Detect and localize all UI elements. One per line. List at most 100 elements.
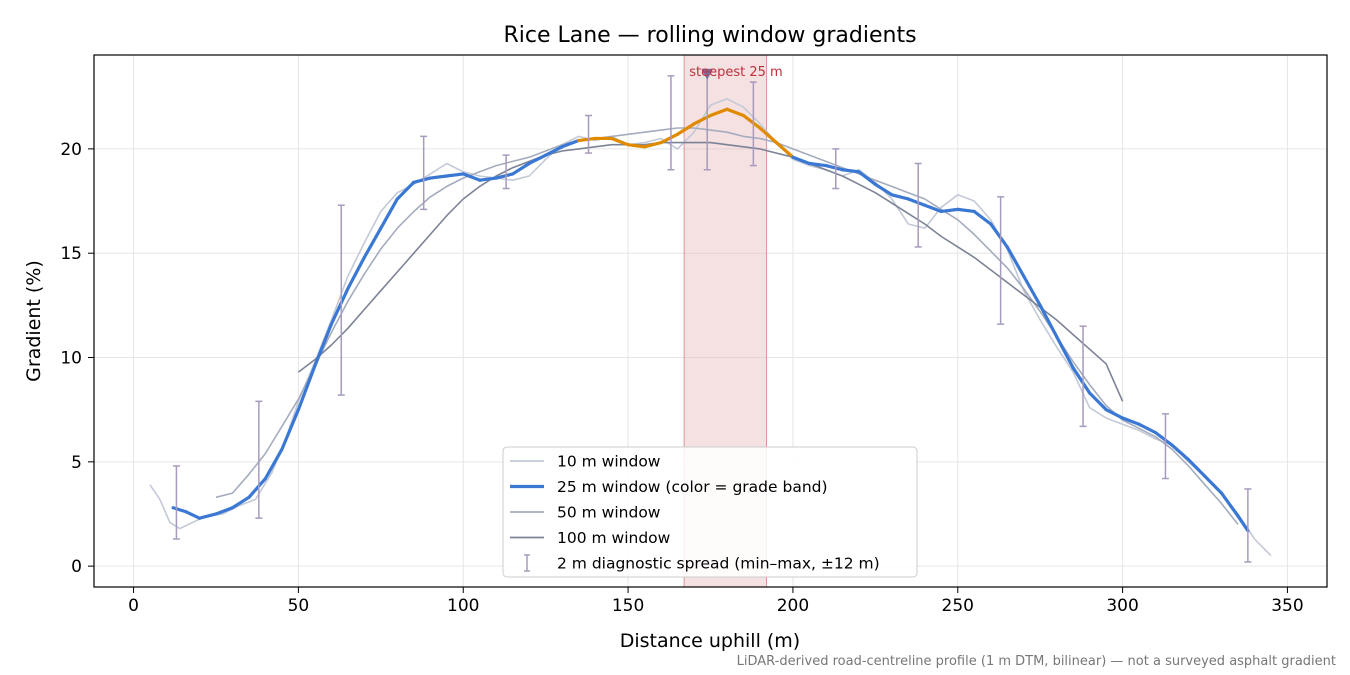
series-25m-segment xyxy=(560,138,581,149)
series-25m-segment xyxy=(609,136,630,147)
series-25m-segment xyxy=(1203,474,1224,495)
series-25m-segment xyxy=(478,176,498,182)
series-25m-segment xyxy=(725,107,746,118)
series-25m-segment xyxy=(791,155,812,166)
series-25m-segment xyxy=(461,172,482,182)
series-25m-segment xyxy=(840,168,861,174)
legend-frame xyxy=(502,446,918,578)
series-25m-segment xyxy=(675,122,696,136)
series-25m-segment xyxy=(1170,443,1191,462)
error-bar-layer xyxy=(172,70,1252,563)
y-tick-label: 10 xyxy=(60,349,82,369)
series-25m-segment xyxy=(577,136,597,143)
axes-frame xyxy=(93,54,1328,588)
series-25m-segment xyxy=(296,364,317,412)
series-25m-segment xyxy=(824,163,844,172)
series-25m-segment xyxy=(313,322,333,368)
chart-title: Rice Lane — rolling window gradients xyxy=(503,23,916,48)
series-25m-segment xyxy=(171,506,188,514)
series-25m-segment xyxy=(511,161,531,176)
x-tick-label: 0 xyxy=(128,596,139,616)
series-25m-segment xyxy=(247,476,268,499)
series-25m-segment xyxy=(1120,416,1141,426)
series-25m-segment xyxy=(1055,335,1075,370)
series-25m-segment xyxy=(412,176,432,184)
x-tick-label: 150 xyxy=(612,596,644,616)
series-25m-segment xyxy=(329,287,350,326)
x-axis-label: Distance uphill (m) xyxy=(620,630,800,652)
series-25m-segment xyxy=(1137,422,1158,435)
x-tick-label: 100 xyxy=(447,596,479,616)
series-layer xyxy=(149,98,1272,557)
x-tick-label: 350 xyxy=(1271,596,1303,616)
y-tick-label: 5 xyxy=(71,453,82,473)
series-25m-segment xyxy=(544,145,564,157)
y-axis-label: Gradient (%) xyxy=(23,260,45,382)
series-25m-segment xyxy=(1088,391,1108,412)
series-25m-segment xyxy=(659,132,680,145)
series-25m-segment xyxy=(214,506,235,516)
series-25m-segment xyxy=(741,113,762,130)
series-25m-segment xyxy=(263,447,284,481)
series-25m-segment xyxy=(956,207,976,214)
y-tick-label: 0 xyxy=(71,557,82,577)
annotation-label: steepest 25 m xyxy=(689,65,782,80)
legend-label: 50 m window xyxy=(557,504,661,522)
series-25m-segment xyxy=(923,203,943,214)
series-25m-segment xyxy=(708,107,729,118)
series-25m-segment xyxy=(1071,366,1092,395)
y-tick-label: 20 xyxy=(60,140,82,160)
x-tick-label: 50 xyxy=(288,596,310,616)
series-25m-segment xyxy=(395,180,416,201)
series-25m-segment xyxy=(774,141,795,159)
x-tick-label: 200 xyxy=(777,596,809,616)
series-25m-segment xyxy=(626,143,647,149)
series-25m-segment xyxy=(379,197,399,230)
series-50m-line xyxy=(215,127,1239,525)
series-25m-segment xyxy=(527,153,548,166)
legend: 10 m window 25 m window (color = grade ba… xyxy=(502,446,918,578)
series-25m-segment xyxy=(1236,514,1250,533)
series-25m-segment xyxy=(873,182,894,197)
footnote: LiDAR-derived road-centreline profile (1… xyxy=(737,654,1336,669)
series-10m-line xyxy=(149,98,1272,557)
annotation-layer: steepest 25 m xyxy=(689,65,782,80)
series-25m-segment xyxy=(230,495,251,510)
ticks: 0 50 100 150 200 250 300 350 0 5 10 15 20 xyxy=(60,140,1303,616)
series-25m-segment xyxy=(906,197,927,207)
series-25m-segment xyxy=(972,209,993,226)
series-25m-segment xyxy=(1219,491,1240,518)
series-25m-segment xyxy=(989,222,1009,249)
legend-items: 10 m window 25 m window (color = grade ba… xyxy=(510,453,880,573)
x-tick-label: 250 xyxy=(942,596,974,616)
series-25m-segment xyxy=(807,161,828,168)
series-25m-segment xyxy=(1186,458,1207,479)
series-25m-segment xyxy=(197,512,218,520)
series-25m-segment xyxy=(346,255,366,291)
steepest-marker xyxy=(701,68,714,80)
series-25m-segment xyxy=(758,126,779,145)
series-25m-segment xyxy=(890,193,910,201)
series-25m-segment xyxy=(939,207,960,214)
series-25m-segment xyxy=(494,172,515,180)
legend-label: 25 m window (color = grade band) xyxy=(557,478,828,496)
series-25m-segment xyxy=(184,510,202,520)
series-25m-segment xyxy=(1022,274,1042,307)
legend-label: 2 m diagnostic spread (min–max, ±12 m) xyxy=(557,555,880,573)
series-25m-segment xyxy=(857,170,877,186)
series-25m-segment xyxy=(445,172,465,178)
y-tick-label: 15 xyxy=(60,244,82,264)
series-25m-segment xyxy=(1005,245,1026,278)
series-25m-segment xyxy=(642,141,663,149)
legend-label: 100 m window xyxy=(557,529,671,547)
series-25m-segment xyxy=(428,174,449,180)
series-25m-segment xyxy=(1038,303,1059,339)
series-25m-segment xyxy=(362,226,383,259)
legend-label: 10 m window xyxy=(557,453,661,471)
x-tick-label: 300 xyxy=(1106,596,1138,616)
series-100m-line xyxy=(297,141,1124,402)
series-25m-segment xyxy=(280,408,301,451)
series-25m-segment xyxy=(1153,431,1174,447)
series-25m-segment xyxy=(1104,408,1125,420)
